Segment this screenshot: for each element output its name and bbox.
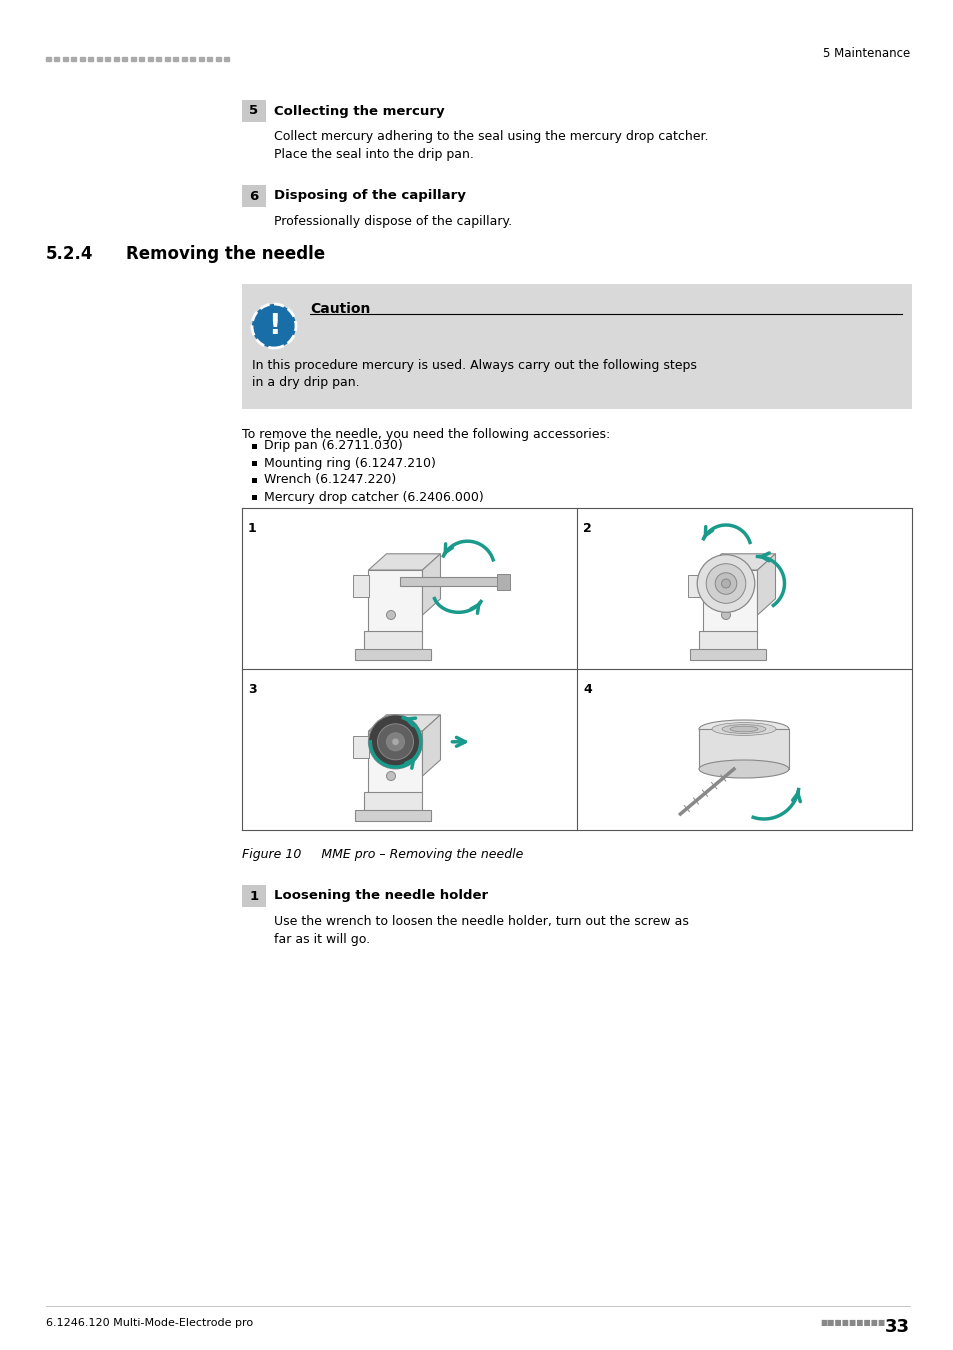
Text: Figure 10     MME pro – Removing the needle: Figure 10 MME pro – Removing the needle [242,848,523,861]
Text: 6.1246.120 Multi-Mode-Electrode pro: 6.1246.120 Multi-Mode-Electrode pro [46,1318,253,1328]
Text: Removing the needle: Removing the needle [126,244,325,263]
FancyBboxPatch shape [497,574,509,590]
Bar [208,57,213,61]
Bar [113,57,119,61]
Text: Collect mercury adhering to the seal using the mercury drop catcher.: Collect mercury adhering to the seal usi… [274,130,708,143]
Polygon shape [368,554,440,570]
Circle shape [377,724,413,760]
FancyBboxPatch shape [699,632,757,651]
Text: Loosening the needle holder: Loosening the needle holder [274,890,488,903]
Circle shape [386,771,395,780]
Ellipse shape [711,722,775,736]
FancyBboxPatch shape [355,649,431,660]
Text: In this procedure mercury is used. Always carry out the following steps: In this procedure mercury is used. Alway… [252,359,696,373]
Ellipse shape [729,726,758,732]
Bar [63,57,68,61]
Circle shape [386,610,395,620]
Text: in a dry drip pan.: in a dry drip pan. [252,377,359,389]
Bar [89,57,93,61]
FancyBboxPatch shape [699,729,788,769]
Bar [252,460,256,466]
Text: Caution: Caution [310,302,370,316]
FancyBboxPatch shape [353,736,369,757]
Text: 1: 1 [248,522,256,535]
Text: Professionally dispose of the capillary.: Professionally dispose of the capillary. [274,215,512,228]
Bar [252,478,256,483]
FancyBboxPatch shape [368,730,422,794]
Text: 5: 5 [249,104,258,117]
Bar [199,57,204,61]
Bar [242,284,911,409]
Bar [148,57,152,61]
FancyBboxPatch shape [399,578,498,586]
Text: ■■■■■■■■■: ■■■■■■■■■ [820,1318,884,1327]
Polygon shape [757,554,775,616]
Bar [156,57,161,61]
Circle shape [720,610,730,620]
Bar [46,57,51,61]
Bar [165,57,170,61]
Polygon shape [422,554,440,616]
Bar [122,57,128,61]
FancyBboxPatch shape [702,570,757,633]
Text: 1: 1 [249,890,258,903]
Text: 3: 3 [248,683,256,697]
Ellipse shape [699,760,788,778]
Bar [173,57,178,61]
Text: Drip pan (6.2711.030): Drip pan (6.2711.030) [264,440,402,452]
Text: Wrench (6.1247.220): Wrench (6.1247.220) [264,474,395,486]
Ellipse shape [721,725,765,733]
Text: Disposing of the capillary: Disposing of the capillary [274,189,465,202]
Text: 4: 4 [582,683,591,697]
Bar [182,57,187,61]
FancyBboxPatch shape [364,792,422,811]
Text: Mounting ring (6.1247.210): Mounting ring (6.1247.210) [264,456,436,470]
Bar [242,886,266,907]
Text: Place the seal into the drip pan.: Place the seal into the drip pan. [274,148,474,161]
Circle shape [252,304,295,348]
Circle shape [392,738,398,745]
Bar [191,57,195,61]
FancyBboxPatch shape [689,649,765,660]
Text: Mercury drop catcher (6.2406.000): Mercury drop catcher (6.2406.000) [264,490,483,504]
Bar [215,57,221,61]
Bar [242,100,266,122]
Bar [224,57,230,61]
Text: !: ! [268,312,280,340]
Text: 5.2.4: 5.2.4 [46,244,93,263]
Bar [71,57,76,61]
Circle shape [705,564,745,603]
FancyBboxPatch shape [687,575,703,597]
Text: 5 Maintenance: 5 Maintenance [821,47,909,59]
FancyBboxPatch shape [355,810,431,821]
Text: 33: 33 [884,1318,909,1336]
Bar [139,57,144,61]
Bar [106,57,111,61]
Bar [252,444,256,450]
Polygon shape [702,554,775,570]
Bar [97,57,102,61]
Text: To remove the needle, you need the following accessories:: To remove the needle, you need the follo… [242,428,610,441]
Circle shape [715,572,736,594]
Text: 2: 2 [582,522,591,535]
Text: 6: 6 [249,189,258,202]
Polygon shape [422,714,440,776]
Bar [252,495,256,500]
Polygon shape [368,714,440,730]
Bar [131,57,136,61]
Bar [242,185,266,207]
FancyBboxPatch shape [353,575,369,597]
Text: Collecting the mercury: Collecting the mercury [274,104,444,117]
Circle shape [697,555,754,613]
Bar [54,57,59,61]
Circle shape [368,714,422,768]
FancyBboxPatch shape [368,570,422,633]
Circle shape [720,579,730,589]
Circle shape [386,733,404,751]
Bar [80,57,85,61]
Text: far as it will go.: far as it will go. [274,933,370,946]
FancyBboxPatch shape [364,632,422,651]
Ellipse shape [699,720,788,738]
Text: Use the wrench to loosen the needle holder, turn out the screw as: Use the wrench to loosen the needle hold… [274,915,688,927]
